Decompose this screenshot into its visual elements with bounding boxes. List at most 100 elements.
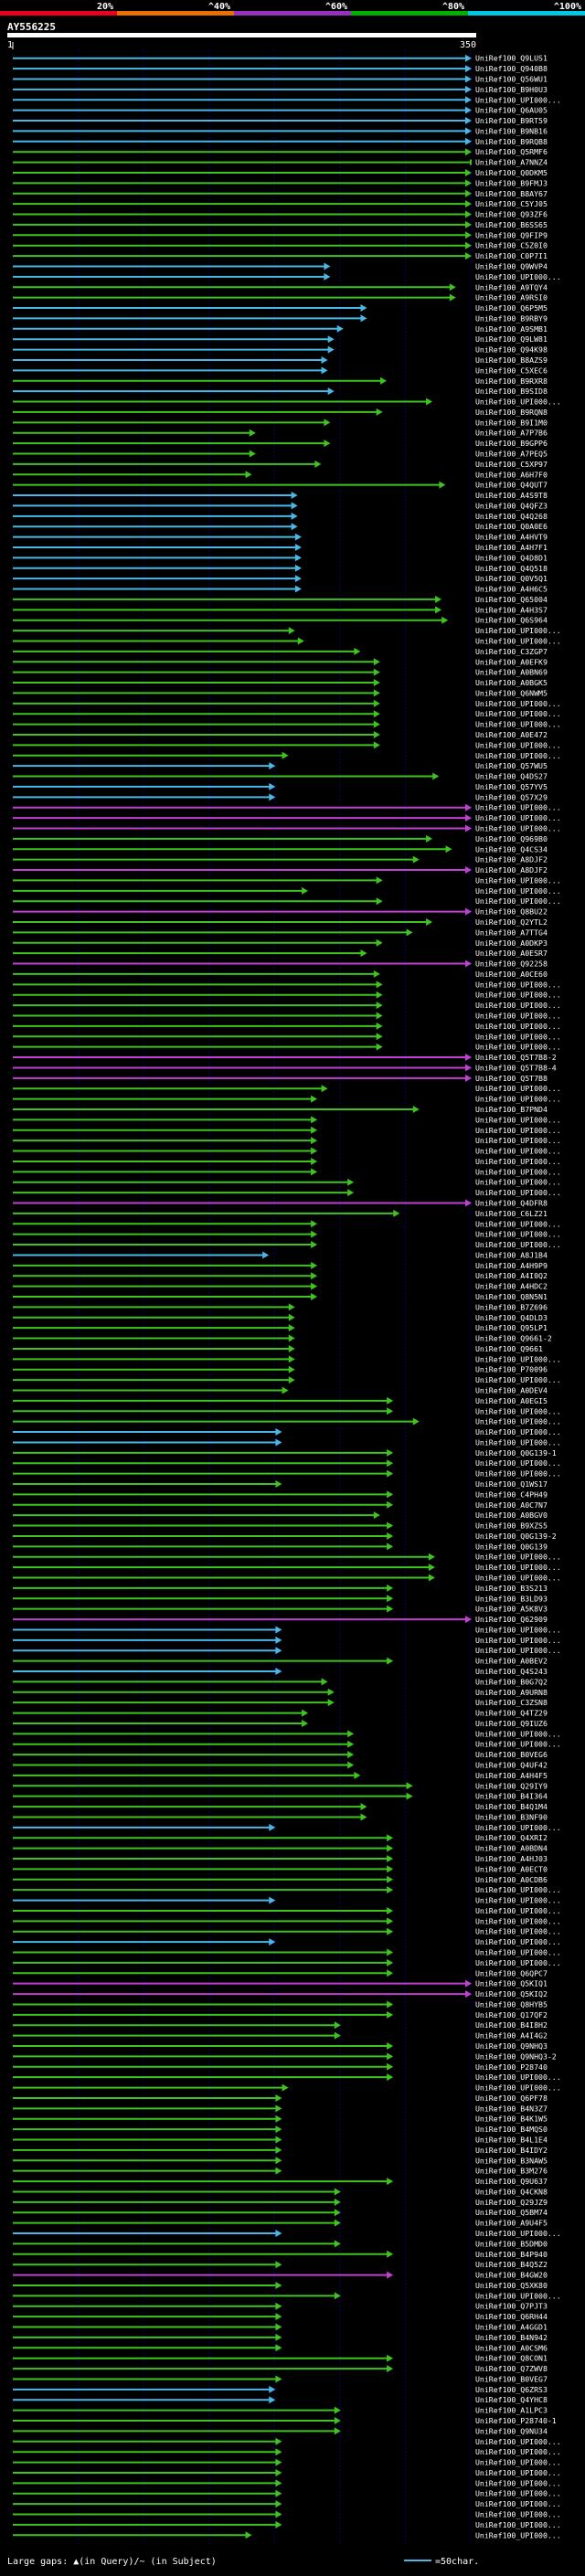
hit-label: UniRef100_Q95LP1 [475, 1323, 548, 1332]
hit-label: UniRef100_Q0G139-1 [475, 1448, 557, 1458]
hit-label: UniRef100_UPI000... [475, 1178, 561, 1187]
hit-label: UniRef100_Q4CKN8 [475, 2187, 548, 2196]
hit-label: UniRef100_Q4UF42 [475, 1761, 548, 1770]
hit-arrow [311, 1095, 318, 1103]
hit-arrow [465, 866, 472, 875]
hit-arrow [275, 2333, 282, 2341]
hit-arrow [387, 1969, 394, 1977]
hit-arrow [275, 2500, 282, 2508]
hit-arrow [275, 2104, 282, 2113]
hit-arrow [311, 1272, 318, 1280]
hit-arrow [387, 1459, 394, 1468]
hit-arrow [360, 304, 367, 313]
hit-label: UniRef100_P28740 [475, 2062, 548, 2072]
hit-arrow [282, 2083, 289, 2092]
hit-arrow [465, 803, 472, 811]
hit-arrow [387, 2354, 394, 2362]
hit-arrow [412, 1105, 420, 1113]
hit-arrow [406, 1792, 413, 1800]
hit-arrow [465, 1616, 472, 1624]
hit-label: UniRef100_Q6PF78 [475, 2094, 548, 2103]
hit-label: UniRef100_B7Z696 [475, 1302, 548, 1311]
hit-arrow [294, 564, 302, 572]
hit-arrow [269, 1896, 276, 1904]
hit-label: UniRef100_Q969B0 [475, 834, 548, 843]
hit-label: UniRef100_Q5T7B8 [475, 1074, 548, 1083]
hit-label: UniRef100_Q92258 [475, 959, 548, 969]
hit-label: UniRef100_UPI000... [475, 1625, 561, 1634]
hit-label: UniRef100_Q29JZ9 [475, 2198, 548, 2207]
hit-label: UniRef100_UPI000... [475, 1167, 561, 1176]
hit-arrow [275, 2323, 282, 2331]
hit-arrow [288, 627, 295, 635]
hit-arrow [311, 1282, 318, 1290]
hit-arrow [334, 2292, 341, 2300]
hit-label: UniRef100_Q4QFZ3 [475, 501, 548, 510]
hit-label: UniRef100_UPI000... [475, 1469, 561, 1479]
hit-arrow [275, 1647, 282, 1655]
hit-label: UniRef100_Q4YHC8 [475, 2395, 548, 2404]
hit-label: UniRef100_A0DKP3 [475, 938, 548, 948]
hit-label: UniRef100_Q57X29 [475, 792, 548, 801]
hit-arrow [327, 1699, 335, 1707]
hit-arrow [275, 1438, 282, 1447]
hit-arrow [275, 2437, 282, 2445]
hit-arrow [275, 2520, 282, 2528]
hit-arrow [347, 1761, 355, 1769]
hit-label: UniRef100_A7NNZ4 [475, 158, 548, 167]
hit-label: UniRef100_Q9WVP4 [475, 261, 548, 270]
hit-label: UniRef100_A4H9P9 [475, 1261, 548, 1270]
hit-label: UniRef100_B4P940 [475, 2250, 548, 2259]
hit-arrow [465, 96, 472, 104]
hit-label: UniRef100_UPI000... [475, 1427, 561, 1436]
hit-label: UniRef100_UPI000... [475, 2458, 561, 2467]
hit-arrow [269, 1823, 276, 1831]
hit-arrow [360, 949, 367, 958]
hit-label: UniRef100_UPI000... [475, 95, 561, 104]
hit-label: UniRef100_Q4DFR8 [475, 1198, 548, 1207]
hit-arrow [269, 762, 276, 770]
hit-label: UniRef100_Q56WU1 [475, 74, 548, 83]
hit-arrow [376, 408, 383, 416]
hit-label: UniRef100_B4Q1M4 [475, 1802, 548, 1811]
hit-label: UniRef100_Q57YV5 [475, 782, 548, 791]
hit-arrow [379, 376, 387, 385]
identity-scale-segment [351, 11, 468, 16]
hit-arrow [321, 366, 328, 375]
hit-arrow [288, 1303, 295, 1311]
hit-arrow [311, 1168, 318, 1176]
hit-label: UniRef100_A8DJF2 [475, 855, 548, 864]
hit-arrow [327, 387, 335, 396]
hit-arrow [465, 179, 472, 187]
hit-label: UniRef100_Q6NWM5 [475, 688, 548, 697]
hit-arrow [302, 886, 309, 895]
hit-arrow [387, 1886, 394, 1894]
hit-arrow [387, 2052, 394, 2061]
hit-arrow [275, 1428, 282, 1436]
hit-arrow [387, 1834, 394, 1842]
hit-label: UniRef100_Q93ZF6 [475, 210, 548, 219]
hit-label: UniRef100_B3NF90 [475, 1812, 548, 1821]
hit-label: UniRef100_UPI000... [475, 2499, 561, 2508]
hit-label: UniRef100_Q5T7B8-2 [475, 1053, 557, 1062]
hit-label: UniRef100_A7PEQ5 [475, 449, 548, 458]
hit-arrow [327, 1688, 335, 1696]
hit-label: UniRef100_Q8HYB5 [475, 1999, 548, 2009]
hit-arrow [321, 1085, 328, 1093]
hit-arrow [465, 241, 472, 249]
hit-label: UniRef100_UPI000... [475, 2478, 561, 2487]
hit-label: UniRef100_UPI000... [475, 398, 561, 407]
hit-label: UniRef100_UPI000... [475, 1032, 561, 1041]
hit-label: UniRef100_Q9LW81 [475, 334, 548, 344]
hit-label: UniRef100_UPI000... [475, 1916, 561, 1925]
hit-label: UniRef100_Q6P5M5 [475, 303, 548, 313]
hit-label: UniRef100_UPI000... [475, 1927, 561, 1936]
hit-label: UniRef100_UPI000... [475, 720, 561, 729]
hit-label: UniRef100_UPI000... [475, 1084, 561, 1093]
hit-arrow [288, 1324, 295, 1332]
hit-label: UniRef100_UPI000... [475, 626, 561, 635]
hit-arrow [302, 1719, 309, 1727]
hit-label: UniRef100_A4GGD1 [475, 2323, 548, 2332]
hit-arrow [387, 1500, 394, 1509]
